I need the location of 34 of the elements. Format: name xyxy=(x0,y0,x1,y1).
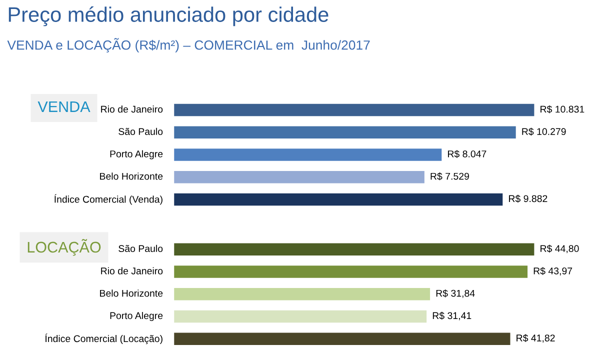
y-tick-label: Rio de Janeiro xyxy=(101,267,163,274)
bar xyxy=(174,126,516,139)
data-label: R$ 8.047 xyxy=(448,150,486,158)
y-tick-label: Belo Horizonte xyxy=(100,172,163,180)
bar xyxy=(174,266,528,278)
bar xyxy=(174,170,424,184)
chart-title: VENDA xyxy=(38,101,90,112)
data-label: R$ 10.831 xyxy=(540,105,584,114)
y-tick-label: Belo Horizonte xyxy=(100,290,163,297)
y-tick-label: Índice Comercial (Locação) xyxy=(45,334,162,344)
y-tick-label: São Paulo xyxy=(118,244,163,252)
data-label: R$ 41,82 xyxy=(516,334,555,343)
bar xyxy=(174,243,534,256)
data-label: R$ 43,97 xyxy=(534,267,572,276)
y-tick-label: Rio de Janeiro xyxy=(101,106,163,113)
bar xyxy=(174,288,430,300)
bar xyxy=(174,310,427,323)
y-tick-label: São Paulo xyxy=(118,128,163,136)
bar xyxy=(174,332,510,345)
data-label: R$ 31,41 xyxy=(432,312,472,320)
text: VENDA e LOCAÇÃO (R$/m²) – COMERCIAL em Junho/2017 xyxy=(7,38,370,52)
y-tick-label: Índice Comercial (Venda) xyxy=(54,194,162,205)
bar xyxy=(174,148,442,161)
data-label: R$ 44,80 xyxy=(540,244,579,254)
data-label: R$ 9.882 xyxy=(509,194,548,203)
data-label: R$ 7.529 xyxy=(430,172,469,180)
chart-title: LOCAÇÃO xyxy=(28,239,101,256)
data-label: R$ 31,84 xyxy=(436,289,475,298)
data-label: R$ 10.279 xyxy=(522,128,566,136)
bar xyxy=(174,193,503,206)
y-tick-label: Porto Alegre xyxy=(110,150,163,160)
text: Preço médio anunciado por cidade xyxy=(8,6,328,26)
y-tick-label: Porto Alegre xyxy=(110,312,163,322)
bar xyxy=(174,104,534,116)
